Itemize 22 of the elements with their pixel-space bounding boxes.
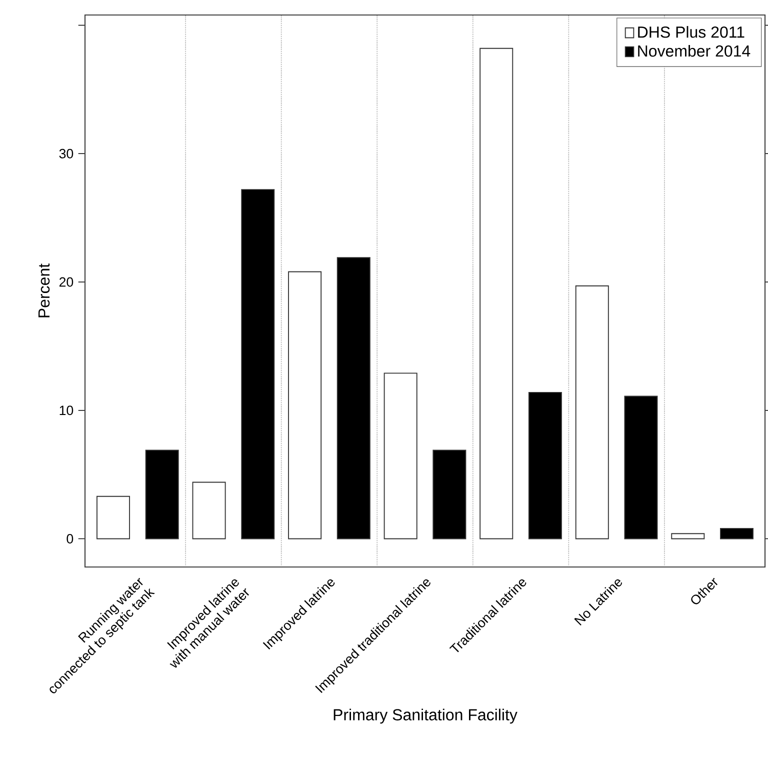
- legend-label: November 2014: [638, 44, 750, 57]
- y-tick-label: 30: [59, 148, 74, 158]
- bar: [192, 482, 226, 540]
- bar: [624, 396, 658, 540]
- bar: [575, 285, 609, 540]
- x-axis-title: Primary Sanitation Facility: [334, 708, 518, 724]
- bar: [336, 257, 370, 540]
- bar: [241, 189, 275, 540]
- bar: [384, 372, 418, 540]
- bar: [528, 392, 562, 540]
- y-tick-label: 10: [60, 406, 74, 416]
- bar: [720, 528, 754, 540]
- y-tick-label: 20: [59, 277, 74, 287]
- bar: [96, 496, 130, 540]
- y-tick-label: 0: [66, 534, 74, 544]
- bar: [671, 533, 705, 540]
- bar: [145, 450, 179, 540]
- bar: [288, 271, 322, 540]
- y-axis-title: Percent: [38, 264, 50, 318]
- legend-label: DHS Plus 2011: [638, 26, 744, 38]
- bar: [480, 48, 514, 540]
- bar: [432, 450, 466, 540]
